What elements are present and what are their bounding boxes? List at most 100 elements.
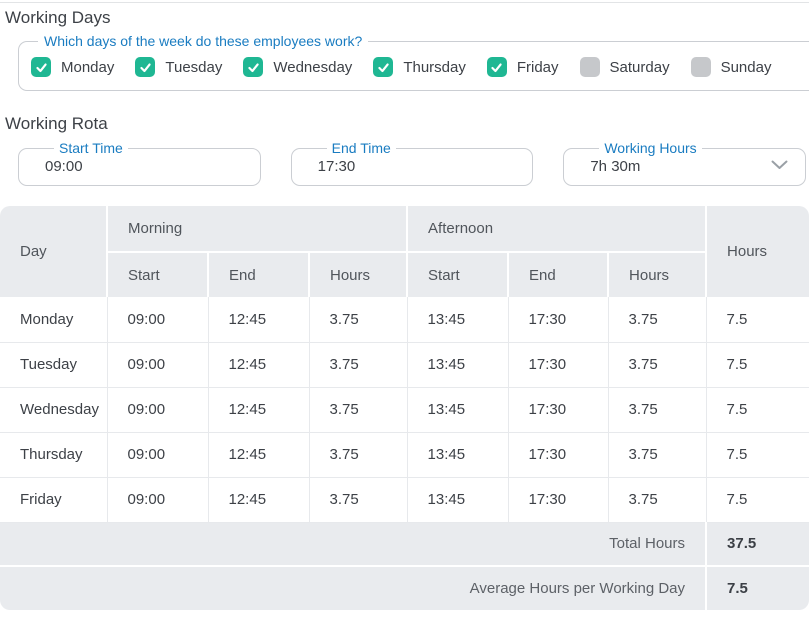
cell-morning-end: 12:45 [208,432,310,478]
col-header-afternoon-hours: Hours [608,252,708,297]
cell-afternoon-end: 17:30 [508,387,609,433]
start-time-input[interactable]: 09:00 [45,158,83,175]
cell-morning-hours: 3.75 [309,297,408,343]
cell-total-hours: 7.5 [706,477,809,523]
cell-morning-hours: 3.75 [309,477,408,523]
table-row-monday: Monday 09:00 12:45 3.75 13:45 17:30 3.75… [0,297,809,343]
checkbox-icon [486,57,507,77]
top-divider [0,2,809,3]
cell-afternoon-hours: 3.75 [608,342,707,388]
start-time-label: Start Time [59,140,123,156]
working-hours-select[interactable]: 7h 30m [590,158,641,175]
col-header-day: Day [0,206,108,297]
checkbox-icon [243,57,264,77]
day-label: Friday [516,58,559,76]
total-hours-label: Total Hours [0,522,708,567]
rota-fields-row: Start Time 09:00 End Time 17:30 Working … [18,140,807,186]
cell-morning-hours: 3.75 [309,387,408,433]
day-label: Thursday [403,58,466,76]
end-time-input[interactable]: 17:30 [317,158,356,175]
checkbox-wednesday[interactable]: Wednesday [243,57,352,77]
average-hours-value: 7.5 [706,566,809,610]
cell-morning-end: 12:45 [208,342,310,388]
cell-afternoon-hours: 3.75 [608,477,707,523]
working-days-title: Working Days [5,8,111,27]
end-time-label: End Time [331,140,391,156]
col-header-afternoon-end: End [508,252,610,297]
cell-morning-start: 09:00 [107,387,209,433]
col-header-afternoon-start: Start [407,252,510,297]
working-days-fieldset: Which days of the week do these employee… [18,33,809,91]
working-rota-title: Working Rota [5,114,108,133]
cell-afternoon-start: 13:45 [407,432,509,478]
checkbox-monday[interactable]: Monday [31,57,114,77]
day-label: Saturday [609,58,670,76]
checkbox-icon [31,57,51,77]
day-label: Tuesday [165,58,223,76]
cell-day: Wednesday [0,387,108,433]
col-header-morning-start: Start [107,252,209,297]
cell-day: Monday [0,297,108,343]
cell-afternoon-end: 17:30 [508,432,609,478]
col-header-morning-hours: Hours [309,252,409,297]
average-hours-label: Average Hours per Working Day [0,566,708,610]
total-hours-row: Total Hours 37.5 [0,522,809,567]
col-header-hours: Hours [706,206,809,297]
checkbox-icon [373,57,394,77]
cell-afternoon-end: 17:30 [508,297,609,343]
checkbox-thursday[interactable]: Thursday [373,57,466,77]
table-row-wednesday: Wednesday 09:00 12:45 3.75 13:45 17:30 3… [0,387,809,433]
col-header-afternoon: Afternoon [407,206,708,253]
checkbox-icon [135,57,156,77]
cell-morning-end: 12:45 [208,477,310,523]
cell-day: Thursday [0,432,108,478]
checkbox-icon [690,57,711,77]
cell-afternoon-start: 13:45 [407,297,509,343]
cell-afternoon-end: 17:30 [508,342,609,388]
working-days-question: Which days of the week do these employee… [44,33,363,49]
day-label: Wednesday [273,58,353,76]
cell-afternoon-start: 13:45 [407,477,509,523]
cell-morning-start: 09:00 [107,342,209,388]
cell-afternoon-hours: 3.75 [608,297,707,343]
cell-morning-start: 09:00 [107,477,209,523]
average-hours-row: Average Hours per Working Day 7.5 [0,566,809,610]
end-time-field[interactable]: End Time 17:30 [290,140,534,186]
col-header-morning: Morning [107,206,409,253]
cell-morning-end: 12:45 [208,387,310,433]
col-header-morning-end: End [208,252,310,297]
cell-morning-start: 09:00 [107,297,209,343]
cell-morning-hours: 3.75 [309,432,408,478]
cell-total-hours: 7.5 [706,432,809,478]
checkbox-saturday[interactable]: Saturday [579,57,670,77]
table-row-thursday: Thursday 09:00 12:45 3.75 13:45 17:30 3.… [0,432,809,478]
total-hours-value: 37.5 [706,522,809,567]
cell-total-hours: 7.5 [706,342,809,388]
working-hours-field[interactable]: Working Hours 7h 30m [563,140,807,186]
cell-afternoon-end: 17:30 [508,477,609,523]
cell-morning-hours: 3.75 [309,342,408,388]
checkbox-tuesday[interactable]: Tuesday [135,57,222,77]
day-label: Monday [61,58,115,76]
cell-afternoon-start: 13:45 [407,342,509,388]
working-rota-table: Day Morning Afternoon Hours Start End Ho… [0,206,809,610]
cell-afternoon-hours: 3.75 [608,432,707,478]
cell-morning-start: 09:00 [107,432,209,478]
cell-afternoon-start: 13:45 [407,387,509,433]
cell-total-hours: 7.5 [706,387,809,433]
table-row-tuesday: Tuesday 09:00 12:45 3.75 13:45 17:30 3.7… [0,342,809,388]
working-hours-label: Working Hours [604,140,697,156]
cell-afternoon-hours: 3.75 [608,387,707,433]
cell-day: Tuesday [0,342,108,388]
days-checkbox-row: Monday Tuesday Wednesday Thursday Friday… [31,57,795,77]
checkbox-friday[interactable]: Friday [486,57,559,77]
cell-total-hours: 7.5 [706,297,809,343]
cell-morning-end: 12:45 [208,297,310,343]
cell-day: Friday [0,477,108,523]
start-time-field[interactable]: Start Time 09:00 [18,140,261,186]
checkbox-icon [579,57,600,77]
chevron-down-icon[interactable] [771,157,788,175]
table-row-friday: Friday 09:00 12:45 3.75 13:45 17:30 3.75… [0,477,809,523]
checkbox-sunday[interactable]: Sunday [690,57,772,77]
day-label: Sunday [720,58,772,76]
